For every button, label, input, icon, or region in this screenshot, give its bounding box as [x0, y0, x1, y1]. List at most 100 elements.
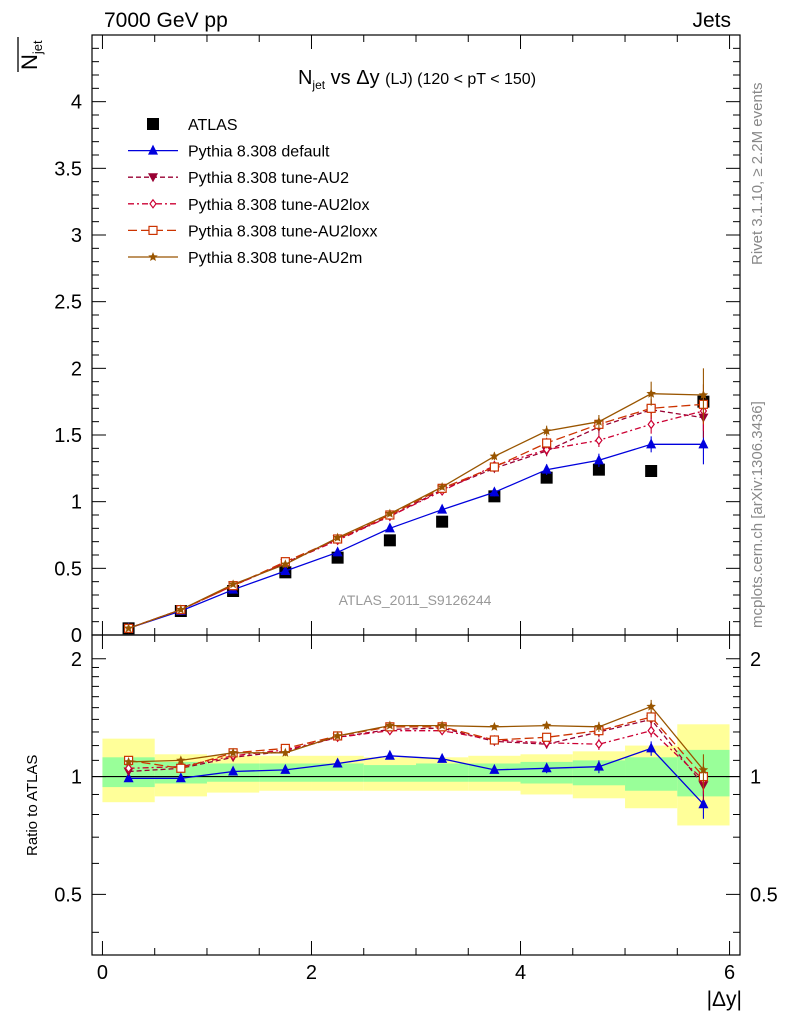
legend-label-default: Pythia 8.308 default [188, 144, 330, 161]
point-au2loxx [542, 438, 552, 448]
legend-label-au2loxx: Pythia 8.308 tune-AU2loxx [188, 223, 377, 240]
point-default [332, 757, 343, 768]
legend-item-atlas: ATLAS [147, 117, 238, 134]
series-line-au2loxx [128, 403, 704, 629]
legend-item-default: Pythia 8.308 default [128, 144, 330, 161]
top-ylabel-sub: jet [30, 40, 45, 55]
point-default [698, 438, 709, 449]
point-au2m [280, 559, 291, 569]
point-au2m [332, 730, 343, 740]
point-default [280, 763, 291, 774]
legend-marker-atlas [147, 118, 159, 130]
legend-item-au2lox: Pythia 8.308 tune-AU2lox [128, 197, 369, 214]
main-panel-series [122, 368, 710, 635]
series-default [123, 741, 709, 819]
ratio-y-axis-label: Ratio to ATLAS [24, 755, 41, 856]
point-default [437, 752, 448, 763]
y-tick-label: 1.5 [54, 425, 82, 447]
series-line-au2 [128, 718, 704, 786]
point-au2m [437, 720, 447, 730]
legend-marker-au2m [148, 252, 158, 262]
ratio-panel-series [123, 699, 709, 819]
legend-marker-au2 [148, 173, 158, 183]
point-au2lox [595, 435, 603, 446]
y-tick-label: 1 [71, 492, 82, 514]
point-default [593, 760, 604, 771]
point-au2m [123, 623, 134, 633]
point-au2loxx [489, 462, 499, 472]
y-tick-label: 3.5 [54, 158, 82, 180]
point-atlas [383, 534, 396, 547]
point-default [646, 742, 657, 753]
legend-label-au2: Pythia 8.308 tune-AU2 [188, 170, 349, 187]
series-au2m [123, 368, 709, 633]
point-au2m [541, 426, 552, 436]
point-au2m [698, 390, 709, 400]
band-inner-segment [416, 763, 469, 782]
axis-ticks: 00.511.522.533.540 2 4 60.5 0.51 12 2 [54, 35, 778, 984]
point-au2m [594, 721, 604, 731]
point-au2m [489, 721, 500, 731]
series-line-au2lox [128, 729, 704, 781]
point-au2m [176, 604, 186, 614]
point-au2m [594, 416, 604, 426]
point-au2m [228, 747, 238, 757]
point-au2m [698, 764, 709, 774]
point-default [332, 546, 343, 557]
point-au2lox [124, 763, 133, 774]
legend-label-atlas: ATLAS [188, 117, 238, 134]
point-au2m [228, 579, 238, 589]
point-au2loxx [176, 763, 186, 773]
point-atlas [436, 515, 449, 528]
point-au2m [646, 388, 656, 398]
point-au2lox [647, 419, 655, 430]
point-au2loxx [542, 732, 552, 742]
point-default [489, 486, 500, 497]
ratio-y-tick-label: 2 [71, 649, 82, 671]
series-line-default [128, 443, 704, 629]
ratio-y-tick-label: 0.5 [54, 884, 82, 906]
point-atlas [592, 463, 605, 476]
side-label-rivet: Rivet 3.1.10, ≥ 2.2M events [749, 83, 766, 266]
point-default [123, 772, 134, 783]
y-tick-label: 0 [71, 625, 82, 647]
x-tick-label: 4 [515, 962, 526, 984]
point-default [541, 762, 552, 773]
point-au2lox [595, 739, 603, 750]
legend-label-au2lox: Pythia 8.308 tune-AU2lox [188, 197, 369, 214]
point-au2lox [647, 725, 655, 736]
point-default [593, 454, 604, 465]
legend-item-au2m: Pythia 8.308 tune-AU2m [128, 250, 362, 267]
legend-marker-au2lox [149, 198, 157, 209]
y-tick-label: 0.5 [54, 558, 82, 580]
band-inner-segment [625, 757, 678, 791]
series-line-au2m [128, 393, 704, 629]
point-default [541, 463, 552, 474]
point-default [384, 522, 395, 533]
ratio-y-tick-label-right: 0.5 [750, 884, 778, 906]
energy-label: 7000 GeV pp [104, 9, 228, 32]
x-tick-label: 6 [724, 962, 735, 984]
plot-title: Njet vs Δy (LJ) (120 < pT < 150) [298, 67, 536, 92]
ratio-y-tick-label-right: 2 [750, 649, 761, 671]
legend-marker-default [148, 144, 158, 155]
point-atlas [540, 471, 553, 484]
y-tick-label: 2.5 [54, 292, 82, 314]
series-line-default [128, 747, 704, 805]
y-tick-label: 2 [71, 358, 82, 380]
ratio-uncertainty-bands [102, 724, 730, 826]
point-au2loxx [646, 712, 656, 722]
point-au2lox [542, 444, 551, 455]
top-ylabel-n: N [17, 54, 42, 70]
point-au2m [541, 720, 552, 730]
point-atlas [645, 465, 658, 477]
point-au2m [332, 532, 343, 542]
point-au2m [123, 756, 134, 766]
y-tick-label: 3 [71, 225, 82, 247]
point-default [280, 565, 291, 575]
side-label-mcplots: mcplots.cern.ch [arXiv:1306.3436] [749, 401, 766, 628]
top-y-axis-label: Njet [17, 37, 45, 72]
point-au2m [176, 755, 186, 765]
legend-item-au2: Pythia 8.308 tune-AU2 [128, 170, 349, 187]
